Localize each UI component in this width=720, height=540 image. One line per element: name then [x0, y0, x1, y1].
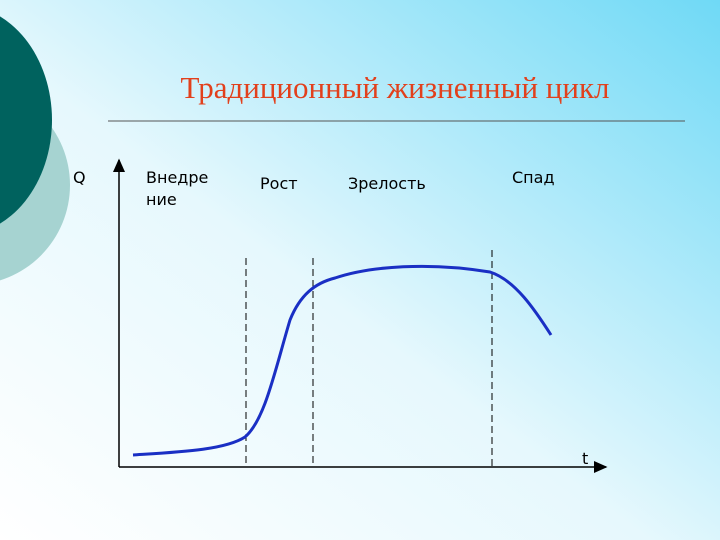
stage-label: Зрелость [348, 174, 426, 193]
stage-label: Внедре [146, 168, 208, 187]
stage-label: Рост [260, 174, 298, 193]
stage-dividers [245, 250, 493, 467]
title: Традиционный жизненный цикл [180, 70, 609, 105]
decor-circle-dark [0, 16, 52, 224]
x-axis-label: t [582, 449, 588, 468]
stage-label: ние [146, 190, 177, 209]
stage-label: Спад [512, 168, 555, 187]
life-cycle-curve [132, 264, 553, 457]
y-axis-label: Q [73, 168, 86, 187]
